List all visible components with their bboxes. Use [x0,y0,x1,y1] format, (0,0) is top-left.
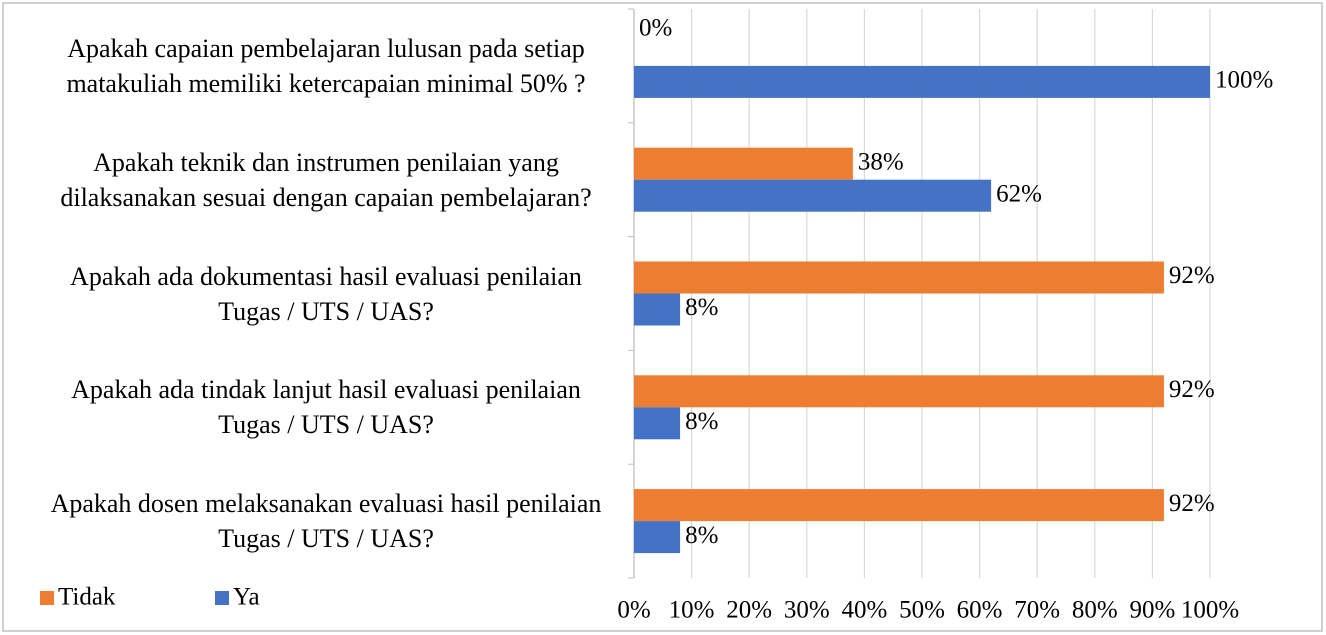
value-label: 38% [858,148,904,175]
legend-label: Ya [233,584,260,611]
value-label: 8% [685,294,718,321]
value-label: 8% [685,408,718,435]
value-label: 92% [1169,376,1215,403]
x-tick-label: 100% [1181,597,1239,624]
x-tick-label: 30% [784,597,830,624]
bar [634,521,681,554]
x-tick-label: 50% [899,597,945,624]
x-tick-label: 20% [726,597,772,624]
legend-label: Tidak [58,584,116,611]
bar [634,489,1164,522]
value-label: 8% [685,522,718,549]
bar [634,293,681,326]
y-tick-label: Apakah capaian pembelajaran lulusan pada… [66,33,586,98]
value-label: 92% [1169,262,1215,289]
y-tick-label: Apakah ada tindak lanjut hasil evaluasi … [71,375,581,440]
value-label: 92% [1169,490,1215,517]
bar [634,179,992,212]
x-tick-label: 40% [841,597,887,624]
y-tick-label: Apakah ada dokumentasi hasil evaluasi pe… [70,261,582,326]
y-tick-label: Apakah teknik dan instrumen penilaian ya… [60,147,592,212]
bar [634,407,681,440]
value-label: 62% [996,180,1042,207]
legend-swatch [215,591,229,605]
x-tick-label: 90% [1129,597,1175,624]
x-tick-label: 60% [957,597,1003,624]
bar [634,65,1210,98]
value-label: 100% [1215,67,1273,94]
x-tick-label: 10% [669,597,715,624]
legend-swatch [40,591,54,605]
bar [634,375,1164,408]
y-tick-label: Apakah dosen melaksanakan evaluasi hasil… [50,489,602,554]
x-tick-label: 80% [1072,597,1118,624]
bar [634,147,853,180]
value-label: 0% [639,15,672,42]
x-tick-label: 0% [617,597,650,624]
bar [634,261,1164,294]
x-tick-label: 70% [1014,597,1060,624]
